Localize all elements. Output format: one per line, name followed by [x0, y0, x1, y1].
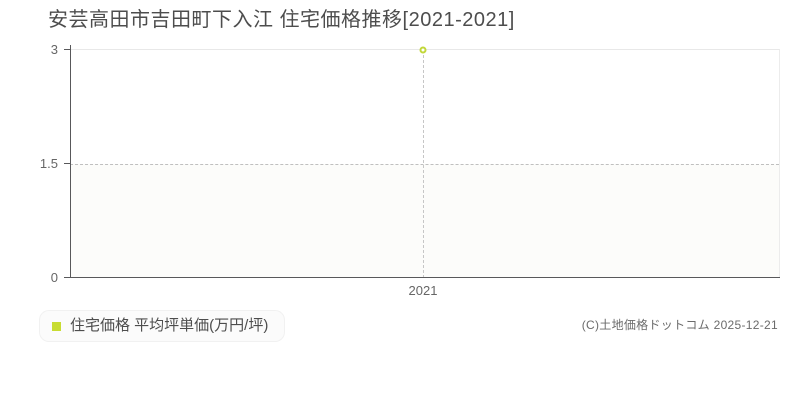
gridline-vertical-2021: [423, 50, 424, 278]
chart-legend[interactable]: 住宅価格 平均坪単価(万円/坪): [40, 311, 285, 341]
y-tick-label-3: 3: [50, 42, 58, 57]
legend-item-label: 住宅価格 平均坪単価(万円/坪): [70, 317, 269, 334]
y-tick-label-1-5: 1.5: [39, 156, 58, 171]
plot-area: [70, 46, 780, 278]
x-tick-label-2021: 2021: [408, 283, 438, 298]
y-tick-label-0: 0: [50, 270, 58, 285]
plot-band-lower: [70, 164, 779, 278]
y-axis-line: [70, 45, 71, 278]
gridline-horizontal-1-5: [70, 164, 779, 165]
y-tick-mark-3: [64, 49, 70, 50]
square-swatch-icon: [52, 321, 61, 331]
plot-band-upper: [70, 50, 779, 164]
copyright-credit: (C)土地価格ドットコム 2025-12-21: [581, 318, 778, 332]
data-point-2021[interactable]: [419, 46, 427, 54]
y-tick-mark-0: [64, 277, 70, 278]
chart-title: 安芸高田市吉田町下入江 住宅価格推移[2021-2021]: [48, 9, 515, 31]
y-tick-mark-1-5: [64, 163, 70, 164]
x-axis-line: [70, 277, 780, 278]
